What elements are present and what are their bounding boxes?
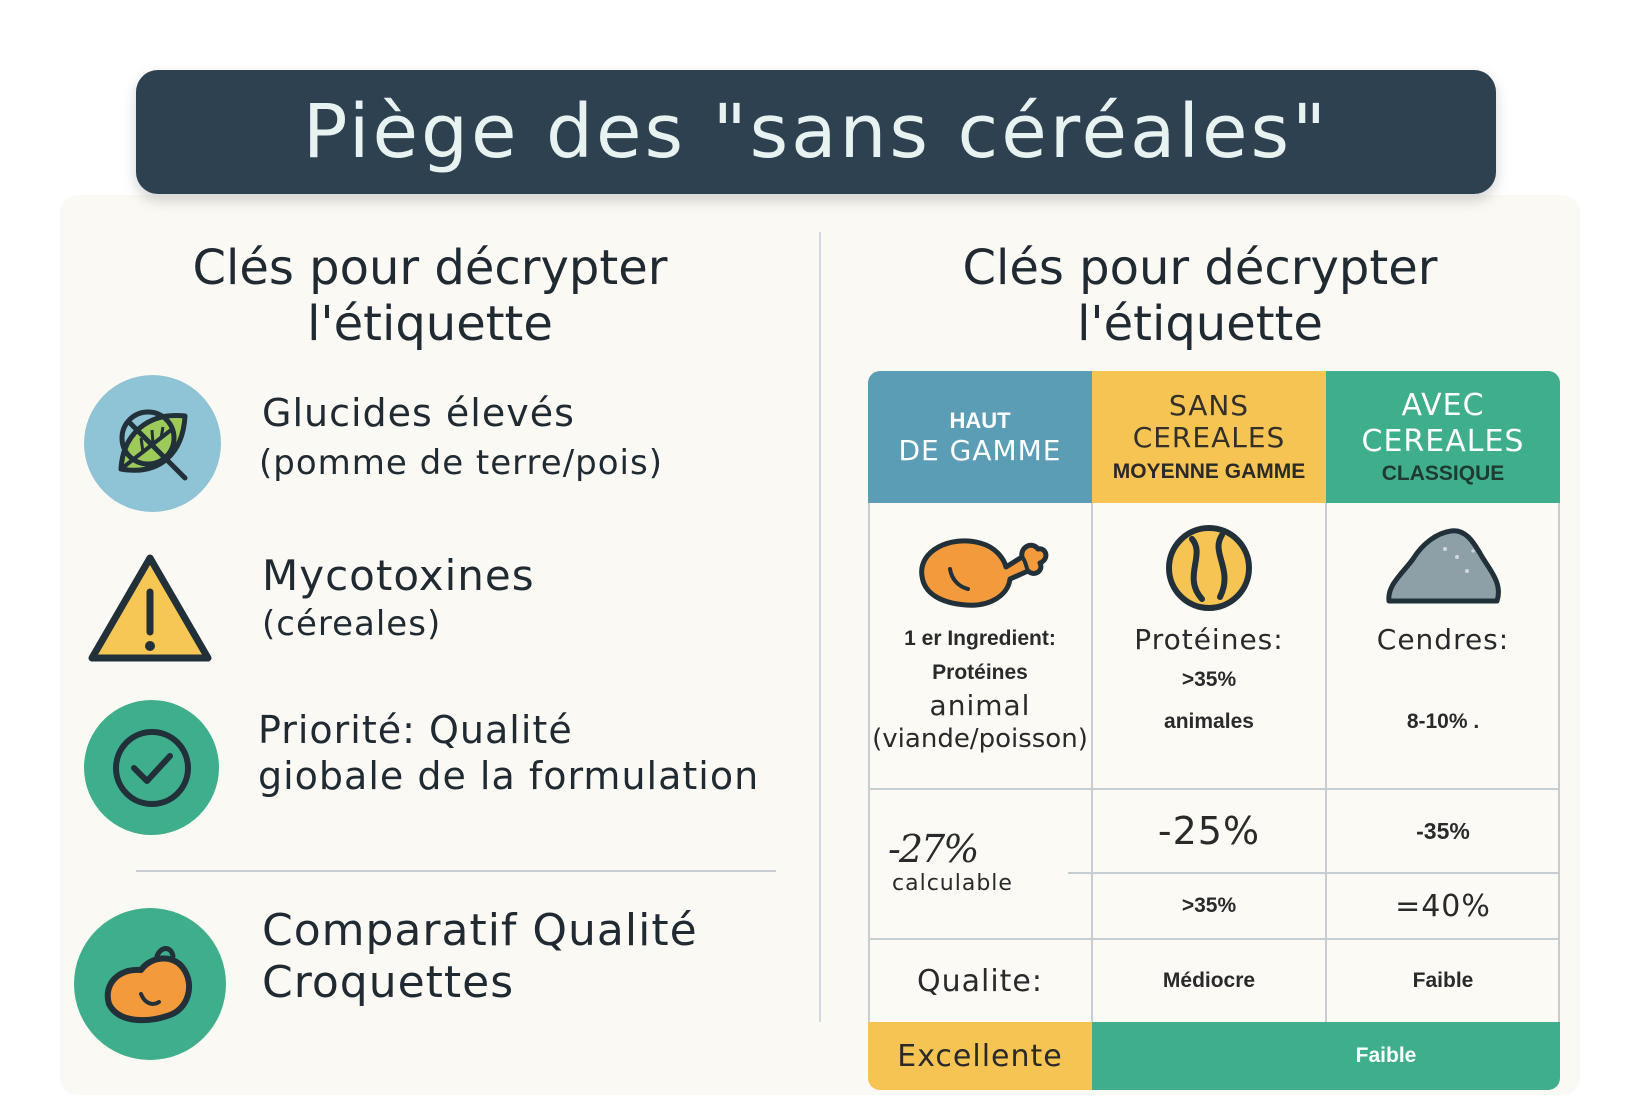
grid-col-2: [1325, 503, 1327, 1022]
grid-right-edge: [1558, 503, 1560, 1022]
header-haut-label: HAUT: [949, 407, 1011, 433]
footer-faible: Faible: [1092, 1022, 1560, 1090]
key-mycotoxines-main: Mycotoxines: [262, 551, 535, 600]
row1-col1-line2: Protéines: [932, 661, 1028, 684]
row3-col1: Qualite:: [868, 940, 1092, 1022]
row2-col1-sub: calculable: [892, 870, 1013, 896]
header-sans-cereales: SANS CEREALES MOYENNE GAMME: [1092, 371, 1326, 503]
chicken-leg-icon: [919, 538, 1049, 608]
row1-col2-line2: >35%: [1181, 668, 1237, 691]
row1-col3-line2: 8-10% .: [1406, 710, 1480, 733]
row1-col1: 1 er Ingredient: Protéines animal (viand…: [868, 521, 1092, 781]
header-avec-label: AVEC: [1401, 388, 1485, 423]
header-cereales-label: CEREALES: [1132, 421, 1286, 454]
rock-icon: [1386, 528, 1501, 604]
row1-col3: Cendres: 8-10% .: [1326, 521, 1560, 781]
row1-col2-line1: Protéines:: [1134, 623, 1284, 656]
key-glucides-sub: (pomme de terre/pois): [259, 443, 663, 483]
grid-row-1: [868, 788, 1560, 790]
comparatif-line1: Comparatif Qualité: [262, 905, 698, 956]
comparatif-line2: Croquettes: [262, 957, 515, 1008]
row2-col3-top-value: -35%: [1416, 817, 1470, 844]
row2-col1: -27% calculable: [888, 821, 1048, 901]
row3-col3-value: Faible: [1412, 969, 1474, 992]
right-heading: Clés pour décrypter l'étiquette: [900, 240, 1500, 352]
row3-col2: Médiocre: [1092, 940, 1326, 1022]
grid-col-1: [1091, 503, 1093, 1022]
grid-row-3: [868, 938, 1560, 940]
header-avec-cereales: AVEC CEREALES CLASSIQUE: [1326, 371, 1560, 503]
left-heading: Clés pour décrypter l'étiquette: [150, 240, 710, 352]
footer-faible-label: Faible: [1355, 1044, 1417, 1067]
row2-col2-top: -25%: [1092, 790, 1326, 872]
key-glucides: Glucides élevés (pomme de terre/pois): [259, 390, 663, 486]
key-mycotoxines-sub: (céreales): [262, 604, 442, 644]
row2-col3-bottom: =40%: [1326, 874, 1560, 938]
right-heading-line1: Clés pour décrypter: [962, 240, 1438, 296]
row3-col1-value: Qualite:: [916, 963, 1043, 999]
row1-col1-line3: animal: [929, 689, 1031, 722]
key-priorite-line1: Priorité: Qualité: [258, 708, 573, 752]
footer-excellente: Excellente: [868, 1022, 1092, 1090]
header-moyenne-gamme-label: MOYENNE GAMME: [1112, 460, 1306, 483]
header-classique-label: CLASSIQUE: [1381, 462, 1505, 485]
row2-col2-bottom-value: >35%: [1181, 894, 1237, 917]
row2-col3-bottom-value: =40%: [1395, 888, 1491, 924]
warning-triangle-icon: [84, 548, 216, 668]
right-heading-line2: l'étiquette: [1077, 296, 1323, 352]
row2-col2-bottom: >35%: [1092, 874, 1326, 938]
vertical-divider: [819, 232, 821, 1022]
grid-row-2a: [1068, 872, 1560, 874]
check-circle-icon: [84, 700, 219, 835]
ball-icon: [1166, 525, 1252, 611]
header-de-gamme-label: DE GAMME: [898, 433, 1062, 467]
key-mycotoxines: Mycotoxines (céreales): [262, 553, 535, 647]
row1-col1-line1: 1 er Ingredient:: [904, 627, 1056, 650]
row1-col3-line1: Cendres:: [1376, 623, 1510, 656]
comparison-table: HAUT DE GAMME SANS CEREALES MOYENNE GAMM…: [868, 371, 1560, 1091]
kibble-icon: [74, 908, 226, 1060]
footer-excellente-label: Excellente: [897, 1038, 1063, 1074]
row2-col3-top: -35%: [1326, 790, 1560, 872]
key-priorite: Priorité: Qualité giobale de la formulat…: [258, 707, 759, 799]
left-heading-line1: Clés pour décrypter: [192, 240, 668, 296]
page-title: Piège des "sans céréales": [302, 89, 1330, 175]
header-sans-label: SANS: [1168, 389, 1250, 422]
key-glucides-main: Glucides élevés: [262, 391, 575, 435]
row2-col2-top-value: -25%: [1157, 809, 1261, 853]
horizontal-divider: [136, 870, 776, 872]
leaf-crossed-icon: [84, 375, 221, 512]
header-avec-cereales-label: CEREALES: [1361, 424, 1525, 459]
row1-col2: Protéines: >35% animales: [1092, 521, 1326, 781]
comparatif-title: Comparatif Qualité Croquettes: [262, 905, 698, 1009]
left-heading-line2: l'étiquette: [307, 296, 553, 352]
key-priorite-line2: giobale de la formulation: [258, 754, 760, 798]
title-banner: Piège des "sans céréales": [136, 70, 1496, 194]
grid-left-edge: [868, 503, 870, 1022]
row3-col3: Faible: [1326, 940, 1560, 1022]
row2-col1-value: -27%: [888, 826, 979, 871]
row3-col2-value: Médiocre: [1162, 969, 1256, 992]
header-haut-de-gamme: HAUT DE GAMME: [868, 371, 1092, 503]
row1-col1-line4: (viande/poisson): [872, 724, 1088, 754]
row1-col2-line3: animales: [1164, 710, 1254, 733]
